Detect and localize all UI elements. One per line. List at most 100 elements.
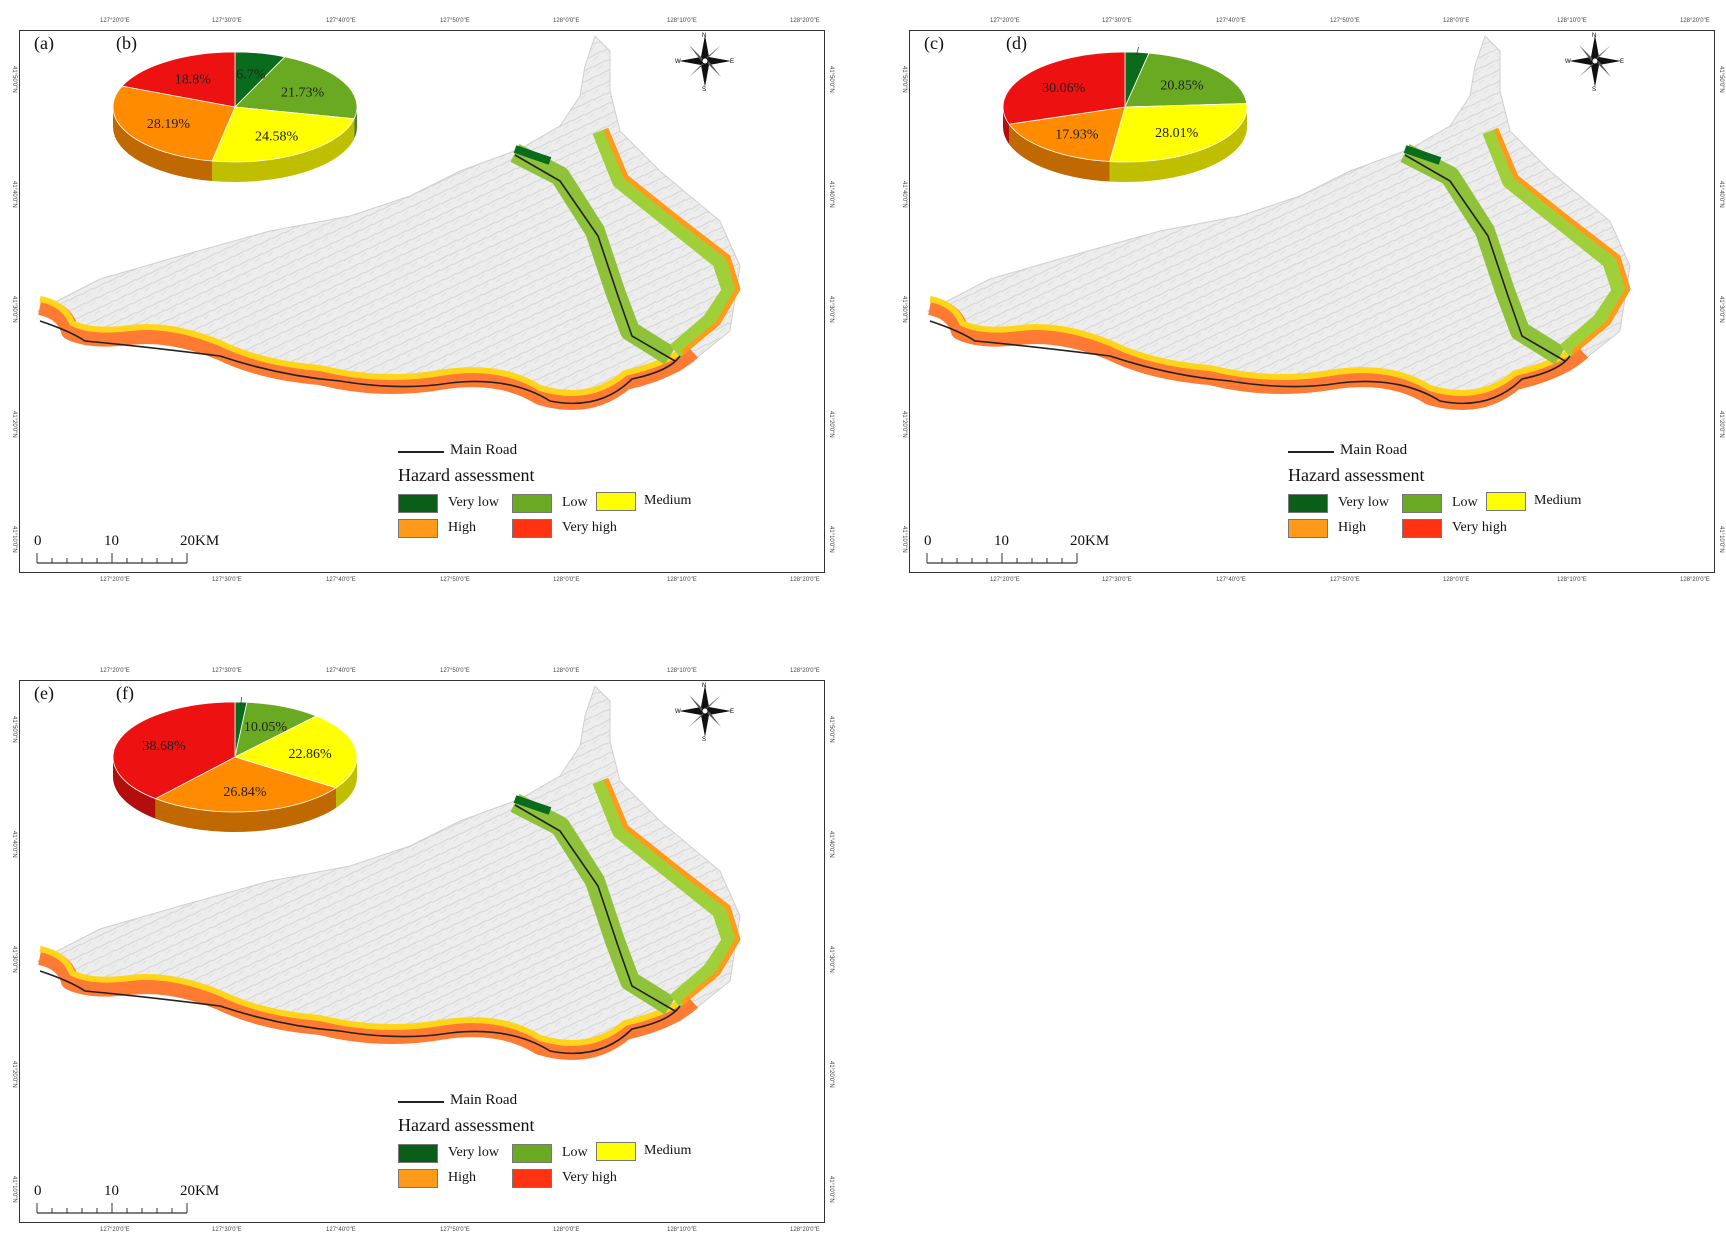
hazard-map — [36, 35, 741, 410]
legend-swatch-very-low — [398, 1144, 438, 1163]
scale-label-0: 0 — [34, 1183, 42, 1199]
left-tick-label: 41°10'0"N — [11, 526, 17, 553]
right-tick-label: 41°30'0"N — [1718, 296, 1724, 323]
top-tick-label: 128°0'0"E — [1443, 18, 1470, 24]
left-tick-label: 41°40'0"N — [11, 831, 17, 858]
road-legend-line — [398, 451, 444, 453]
left-tick-label: 41°20'0"N — [11, 411, 17, 438]
legend-swatch-very-high — [512, 519, 552, 538]
pie-slice-label: 22.86% — [288, 747, 332, 762]
left-tick-label: 41°40'0"N — [901, 181, 907, 208]
bottom-tick-label: 128°10'0"E — [667, 1227, 697, 1233]
top-tick-label: 128°0'0"E — [553, 18, 580, 24]
bottom-tick-label: 128°10'0"E — [1557, 577, 1587, 583]
left-tick-label: 41°10'0"N — [11, 1176, 17, 1203]
pie-slice — [234, 701, 318, 758]
top-tick-label: 127°30'0"E — [1102, 18, 1132, 24]
scale-label-10: 10 — [104, 533, 119, 549]
bottom-tick-label: 128°10'0"E — [667, 577, 697, 583]
right-tick-label: 41°10'0"N — [1718, 526, 1724, 553]
pie-slice-side — [1009, 124, 1110, 182]
bottom-tick-label: 127°40'0"E — [326, 1227, 356, 1233]
legend-swatch-very-low — [398, 494, 438, 513]
top-tick-label: 128°10'0"E — [667, 18, 697, 24]
river-band-east — [592, 778, 738, 1008]
top-tick-label: 128°20'0"E — [1680, 18, 1710, 24]
hazard-map — [926, 35, 1631, 410]
pie-slice-side — [113, 107, 213, 182]
bottom-tick-label: 127°20'0"E — [100, 577, 130, 583]
pie-slice-side — [212, 118, 355, 182]
right-tick-label: 41°50'0"N — [828, 66, 834, 93]
top-tick-label: 127°50'0"E — [1330, 18, 1360, 24]
legend-swatch-very-high — [512, 1169, 552, 1188]
legend-swatch-low — [1402, 494, 1442, 513]
pie-slice-label: 20.85% — [1160, 79, 1204, 94]
compass-e: E — [1620, 59, 1624, 65]
road-legend-label: Main Road — [450, 1092, 518, 1108]
map-panel-a: (a) (b) 6.7% 21.73% 24.58% 28.19% 18.8% N — [11, 18, 834, 583]
legend-swatch-high — [398, 519, 438, 538]
pie-slice-side — [155, 787, 337, 832]
legend-label-very-high: Very high — [562, 1170, 617, 1185]
pie-slice-label: 21.73% — [281, 86, 325, 101]
road-legend-line — [1288, 451, 1334, 453]
river-band-west — [1400, 144, 1566, 365]
map-label: (e) — [34, 683, 54, 703]
right-tick-label: 41°20'0"N — [1718, 411, 1724, 438]
bottom-tick-label: 127°50'0"E — [1330, 577, 1360, 583]
legend-title: Hazard assessment — [398, 465, 535, 485]
legend-swatch-high — [398, 1169, 438, 1188]
compass-w: W — [675, 59, 681, 65]
legend-swatch-very-low — [1288, 494, 1328, 513]
right-tick-label: 41°50'0"N — [828, 716, 834, 743]
left-tick-label: 41°50'0"N — [901, 66, 907, 93]
north-arrow-icon: N S W E — [675, 33, 734, 91]
legend-swatch-very-high — [1402, 519, 1442, 538]
hazard-band-inner — [929, 296, 1585, 396]
pie-slice-label: 10.05% — [244, 720, 288, 735]
pie-slice-label: 28.19% — [147, 117, 191, 132]
bottom-tick-label: 127°20'0"E — [100, 1227, 130, 1233]
pie-slice-label: 17.93% — [1055, 127, 1099, 142]
bottom-tick-label: 127°30'0"E — [212, 577, 242, 583]
scale-bar — [926, 553, 1078, 564]
pie-chart: 3.15%20.85%28.01%17.93%30.06% — [1002, 47, 1248, 182]
top-tick-label: 127°20'0"E — [100, 18, 130, 24]
top-tick-label: 128°0'0"E — [553, 668, 580, 674]
legend-title: Hazard assessment — [398, 1115, 535, 1135]
top-tick-label: 127°40'0"E — [326, 18, 356, 24]
bottom-tick-label: 127°30'0"E — [1102, 577, 1132, 583]
legend-label-high: High — [1338, 520, 1366, 535]
left-tick-label: 41°20'0"N — [11, 1061, 17, 1088]
pie-slice — [1124, 52, 1248, 108]
main-road — [929, 154, 1571, 405]
pie-chart: 1.56%10.05%22.86%26.84%38.68% — [112, 697, 358, 832]
compass-w: W — [675, 709, 681, 715]
compass-n: N — [702, 33, 706, 39]
legend-label-medium: Medium — [644, 1143, 692, 1158]
river-band-east-edge — [1493, 128, 1631, 355]
bottom-tick-label: 127°20'0"E — [990, 577, 1020, 583]
bottom-tick-label: 127°40'0"E — [326, 577, 356, 583]
left-tick-label: 41°30'0"N — [901, 296, 907, 323]
main-road — [39, 154, 681, 405]
top-tick-label: 127°30'0"E — [212, 668, 242, 674]
compass-s: S — [702, 737, 706, 741]
pie-slice-side — [1109, 107, 1247, 182]
hazard-band-inner — [39, 946, 695, 1046]
pie-label: (b) — [116, 33, 137, 53]
map-panel-c: (c) (d) 3.15%20.85%28.01%17.93%30.06% N — [901, 18, 1724, 583]
hazard-band-outer — [37, 947, 699, 1060]
top-tick-label: 127°20'0"E — [100, 668, 130, 674]
pie-leader-line — [240, 697, 243, 705]
right-tick-label: 41°40'0"N — [828, 831, 834, 858]
pie-slice — [1008, 106, 1126, 162]
pie-slice-label: 6.7% — [236, 68, 265, 83]
top-tick-label: 128°20'0"E — [790, 18, 820, 24]
pie-slice — [1002, 51, 1126, 125]
right-tick-label: 41°20'0"N — [828, 411, 834, 438]
legend-swatch-low — [512, 1144, 552, 1163]
compass-s: S — [1592, 87, 1596, 91]
legend-label-high: High — [448, 1170, 476, 1185]
